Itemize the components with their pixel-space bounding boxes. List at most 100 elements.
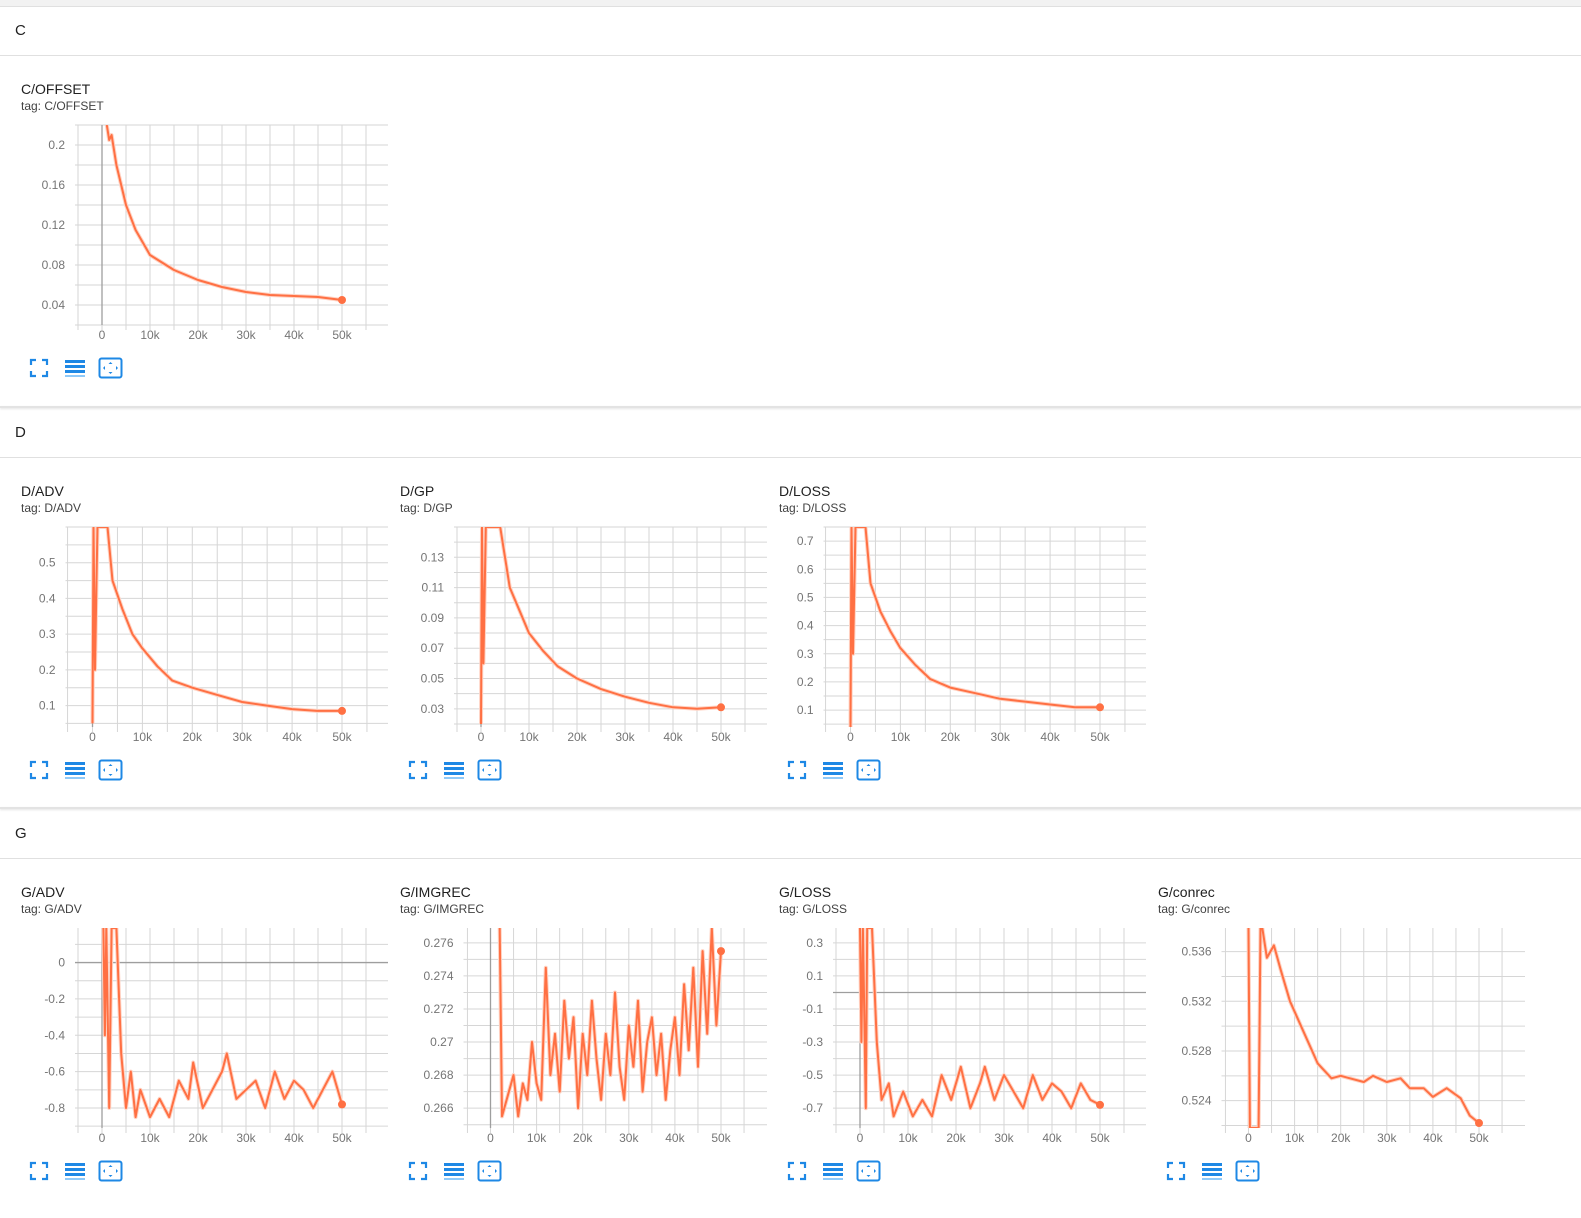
last-point-marker[interactable] (717, 703, 725, 712)
toggle-log-scale-icon[interactable] (64, 759, 86, 781)
y-tick-label: 0.05 (421, 672, 445, 686)
smoothed-series-line[interactable] (1247, 928, 1480, 1128)
fit-domain-icon[interactable] (98, 759, 123, 781)
raw-series-line (104, 125, 343, 302)
y-tick-label: 0.6 (797, 562, 814, 576)
line-chart[interactable]: -0.7 -0.5 -0.3 -0.1 0.1 0.3 0 10k 20k 30k 40k 50k (778, 923, 1148, 1153)
chart-tag: tag: C/OFFSET (21, 99, 104, 113)
fullscreen-icon[interactable] (1165, 1160, 1187, 1182)
fit-domain-icon[interactable] (856, 1160, 881, 1182)
smoothed-series-line[interactable] (105, 125, 343, 301)
chart-tag: tag: D/GP (400, 501, 453, 515)
fullscreen-icon[interactable] (28, 1160, 50, 1182)
x-tick-label: 10k (140, 328, 160, 342)
x-tick-label: 20k (188, 1131, 208, 1145)
toggle-log-scale-icon[interactable] (443, 1160, 465, 1182)
section-c: C C/OFFSET tag: C/OFFSET 0.04 0.08 0.12 0.16 0… (0, 7, 1581, 407)
toggle-log-scale-icon[interactable] (64, 1160, 86, 1182)
smoothed-series-line[interactable] (91, 527, 343, 724)
x-tick-label: 0 (1245, 1131, 1252, 1145)
last-point-marker[interactable] (1096, 1100, 1104, 1109)
y-tick-label: 0.03 (421, 702, 445, 716)
x-tick-label: 0 (857, 1131, 864, 1145)
last-point-marker[interactable] (338, 296, 346, 304)
chart-tag: tag: D/ADV (21, 501, 82, 515)
x-tick-label: 0 (89, 730, 96, 744)
line-chart[interactable]: 0.266 0.268 0.27 0.272 0.274 0.276 0 10k 20k 30k 4… (399, 923, 769, 1153)
y-tick-label: 0.528 (1181, 1044, 1211, 1058)
chart-title: D/LOSS (779, 483, 831, 499)
x-tick-label: 40k (284, 1131, 304, 1145)
toggle-log-scale-icon[interactable] (64, 357, 86, 379)
x-tick-label: 50k (711, 1131, 731, 1145)
y-tick-label: 0.2 (48, 138, 65, 152)
last-point-marker[interactable] (338, 706, 346, 715)
y-tick-label: 0.266 (423, 1101, 453, 1115)
toggle-log-scale-icon[interactable] (822, 759, 844, 781)
toggle-log-scale-icon[interactable] (443, 759, 465, 781)
y-tick-label: 0.09 (421, 611, 445, 625)
y-tick-label: 0.12 (42, 218, 66, 232)
fit-domain-icon[interactable] (477, 759, 502, 781)
smoothed-series-line[interactable] (102, 928, 343, 1119)
smoothed-series-line[interactable] (480, 527, 722, 725)
line-chart[interactable]: 0.04 0.08 0.12 0.16 0.2 0 10k 20k 30k 40k 50k (20, 120, 390, 350)
line-chart[interactable]: 0.1 0.2 0.3 0.4 0.5 0 10k 20k 30k 40k 50k (20, 522, 390, 752)
x-tick-label: 40k (663, 730, 683, 744)
section-header-g[interactable]: G (0, 810, 1581, 859)
section-header-d[interactable]: D (0, 409, 1581, 458)
y-tick-label: 0.3 (797, 647, 814, 661)
y-tick-label: 0.1 (797, 703, 814, 717)
fullscreen-icon[interactable] (28, 759, 50, 781)
x-tick-label: 50k (1469, 1131, 1489, 1145)
y-tick-label: 0.11 (422, 581, 445, 595)
line-chart[interactable]: -0.8 -0.6 -0.4 -0.2 0 0 10k 20k 30k 40k 50k (20, 923, 390, 1153)
x-tick-label: 10k (898, 1131, 918, 1145)
y-tick-label: 0.08 (42, 258, 66, 272)
last-point-marker[interactable] (1475, 1119, 1483, 1128)
last-point-marker[interactable] (717, 947, 725, 956)
section-header-c[interactable]: C (0, 7, 1581, 56)
raw-series-line (497, 928, 723, 1119)
y-tick-label: 0.3 (39, 627, 56, 641)
fit-domain-icon[interactable] (98, 357, 123, 379)
x-tick-label: 20k (183, 730, 203, 744)
toggle-log-scale-icon[interactable] (822, 1160, 844, 1182)
x-tick-label: 10k (519, 730, 539, 744)
x-tick-label: 50k (1090, 1131, 1110, 1145)
x-tick-label: 40k (282, 730, 302, 744)
fullscreen-icon[interactable] (407, 1160, 429, 1182)
x-tick-label: 10k (133, 730, 153, 744)
fullscreen-icon[interactable] (407, 759, 429, 781)
smoothed-series-line[interactable] (859, 928, 1101, 1118)
chart-title: D/ADV (21, 483, 64, 499)
y-tick-label: -0.1 (802, 1002, 823, 1016)
fit-domain-icon[interactable] (1235, 1160, 1260, 1182)
x-tick-label: 20k (1331, 1131, 1351, 1145)
last-point-marker[interactable] (1096, 703, 1104, 712)
fit-domain-icon[interactable] (98, 1160, 123, 1182)
fit-domain-icon[interactable] (477, 1160, 502, 1182)
last-point-marker[interactable] (338, 1100, 346, 1109)
line-chart[interactable]: 0.524 0.528 0.532 0.536 0 10k 20k 30k 40k 50k (1157, 923, 1527, 1153)
smoothed-series-line[interactable] (498, 928, 722, 1118)
fullscreen-icon[interactable] (786, 1160, 808, 1182)
x-tick-label: 30k (236, 1131, 256, 1145)
toggle-log-scale-icon[interactable] (1201, 1160, 1223, 1182)
fullscreen-icon[interactable] (786, 759, 808, 781)
line-chart[interactable]: 0.03 0.05 0.07 0.09 0.11 0.13 0 10k 20k 30k 40k 50k (399, 522, 769, 752)
line-chart[interactable]: 0.1 0.2 0.3 0.4 0.5 0.6 0.7 0 10k 20k 30k 40k 50k (778, 522, 1148, 752)
y-tick-label: -0.5 (802, 1068, 823, 1082)
chart-title: G/conrec (1158, 884, 1215, 900)
chart-card: G/IMGREC tag: G/IMGREC 0.266 0.268 0.27 0.272… (399, 884, 779, 1214)
smoothed-series-line[interactable] (849, 527, 1101, 727)
x-tick-label: 30k (991, 730, 1011, 744)
y-tick-label: 0.1 (39, 699, 56, 713)
chart-card: D/LOSS tag: D/LOSS 0.1 0.2 0.3 0.4 0.5 0.6 0.7 0 1… (778, 483, 1158, 813)
y-tick-label: -0.7 (802, 1101, 823, 1115)
fullscreen-icon[interactable] (28, 357, 50, 379)
y-tick-label: 0.532 (1181, 994, 1211, 1008)
fit-domain-icon[interactable] (856, 759, 881, 781)
section-divider (0, 807, 1581, 809)
x-tick-label: 20k (567, 730, 587, 744)
